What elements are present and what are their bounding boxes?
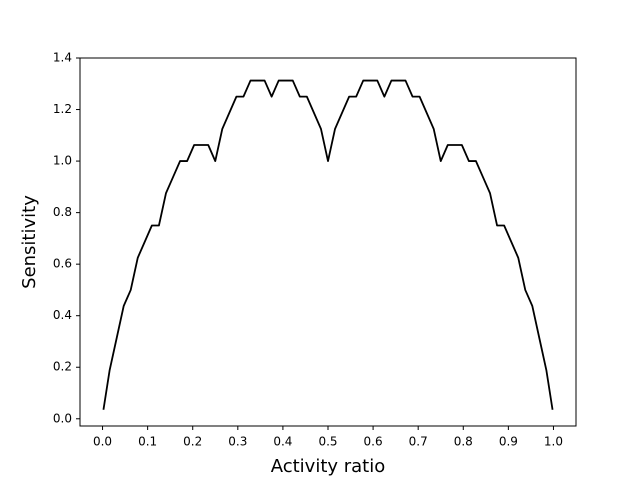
y-tick-label: 0.2 [53,360,72,374]
axes-frame [79,57,577,427]
y-tick-label: 1.4 [53,51,72,65]
y-tick-label: 1.0 [53,154,72,168]
y-tick-label: 0.8 [53,205,72,219]
x-tick-label: 1.0 [544,435,563,449]
x-tick-label: 0.8 [454,435,473,449]
x-tick-label: 0.3 [228,435,247,449]
y-tick-label: 0.0 [53,411,72,425]
line [102,79,554,410]
x-tick-label: 0.1 [138,435,157,449]
y-tick-label: 0.4 [53,308,72,322]
x-tick-label: 0.0 [93,435,112,449]
y-tick-label: 0.6 [53,257,72,271]
x-tick-label: 0.5 [318,435,337,449]
y-tick-label: 1.2 [53,102,72,116]
y-axis-label: Sensitivity [19,195,40,289]
x-tick-label: 0.6 [364,435,383,449]
x-tick-label: 0.9 [499,435,518,449]
x-tick-label: 0.4 [273,435,292,449]
x-axis-label: Activity ratio [271,456,386,477]
x-tick-label: 0.7 [409,435,428,449]
x-tick-label: 0.2 [183,435,202,449]
